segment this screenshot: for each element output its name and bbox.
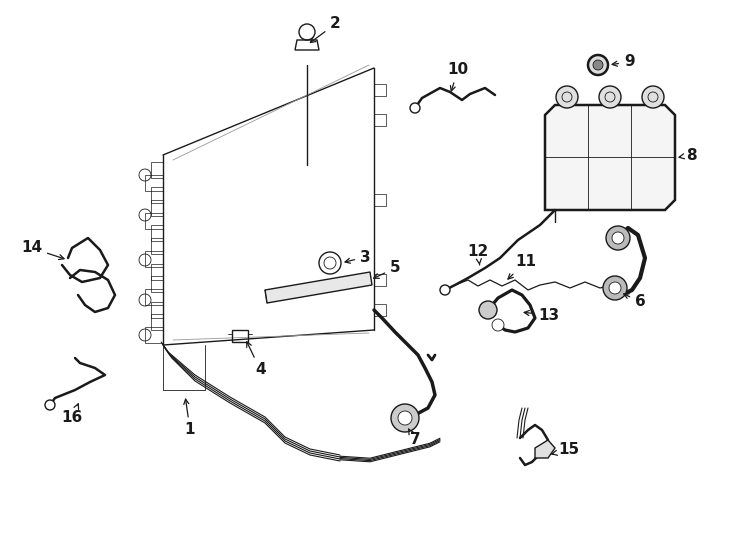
Circle shape	[45, 400, 55, 410]
Text: 14: 14	[21, 240, 64, 260]
Circle shape	[599, 86, 621, 108]
Circle shape	[479, 301, 497, 319]
Circle shape	[612, 232, 624, 244]
Polygon shape	[535, 440, 555, 458]
Text: 5: 5	[374, 260, 401, 278]
Text: 15: 15	[552, 442, 579, 457]
Text: 6: 6	[624, 294, 646, 309]
Text: 13: 13	[524, 307, 559, 322]
Text: 4: 4	[247, 342, 266, 377]
Circle shape	[593, 60, 603, 70]
Circle shape	[603, 276, 627, 300]
Circle shape	[391, 404, 419, 432]
Text: 2: 2	[310, 17, 341, 43]
Text: 9: 9	[612, 55, 635, 70]
Text: 10: 10	[448, 63, 468, 91]
Text: 7: 7	[409, 429, 421, 448]
Text: 3: 3	[345, 249, 371, 265]
Text: 1: 1	[184, 399, 195, 437]
Circle shape	[556, 86, 578, 108]
Circle shape	[609, 282, 621, 294]
Text: 11: 11	[508, 254, 536, 279]
Circle shape	[410, 103, 420, 113]
Circle shape	[588, 55, 608, 75]
Polygon shape	[265, 272, 372, 303]
Circle shape	[642, 86, 664, 108]
Text: 16: 16	[62, 404, 83, 426]
Circle shape	[398, 411, 412, 425]
Polygon shape	[545, 105, 675, 210]
Circle shape	[606, 226, 630, 250]
Circle shape	[440, 285, 450, 295]
Text: 8: 8	[679, 147, 697, 163]
Circle shape	[492, 319, 504, 331]
Text: 12: 12	[468, 245, 489, 265]
